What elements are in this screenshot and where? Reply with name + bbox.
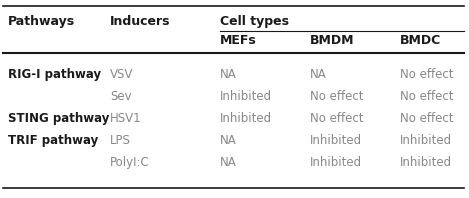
Text: BMDC: BMDC [400, 34, 441, 47]
Text: Pathways: Pathways [8, 15, 75, 28]
Text: Inhibited: Inhibited [220, 90, 272, 103]
Text: STING pathway: STING pathway [8, 112, 109, 125]
Text: NA: NA [220, 156, 237, 169]
Text: Sev: Sev [110, 90, 132, 103]
Text: NA: NA [220, 68, 237, 81]
Text: Inhibited: Inhibited [400, 156, 452, 169]
Text: No effect: No effect [400, 68, 454, 81]
Text: Inducers: Inducers [110, 15, 171, 28]
Text: Inhibited: Inhibited [220, 112, 272, 125]
Text: MEFs: MEFs [220, 34, 257, 47]
Text: BMDM: BMDM [310, 34, 355, 47]
Text: HSV1: HSV1 [110, 112, 142, 125]
Text: TRIF pathway: TRIF pathway [8, 134, 98, 147]
Text: No effect: No effect [310, 112, 363, 125]
Text: NA: NA [220, 134, 237, 147]
Text: No effect: No effect [400, 90, 454, 103]
Text: Inhibited: Inhibited [400, 134, 452, 147]
Text: Inhibited: Inhibited [310, 134, 362, 147]
Text: PolyI:C: PolyI:C [110, 156, 150, 169]
Text: VSV: VSV [110, 68, 133, 81]
Text: Inhibited: Inhibited [310, 156, 362, 169]
Text: No effect: No effect [400, 112, 454, 125]
Text: LPS: LPS [110, 134, 131, 147]
Text: Cell types: Cell types [220, 15, 289, 28]
Text: NA: NA [310, 68, 327, 81]
Text: No effect: No effect [310, 90, 363, 103]
Text: RIG-I pathway: RIG-I pathway [8, 68, 101, 81]
